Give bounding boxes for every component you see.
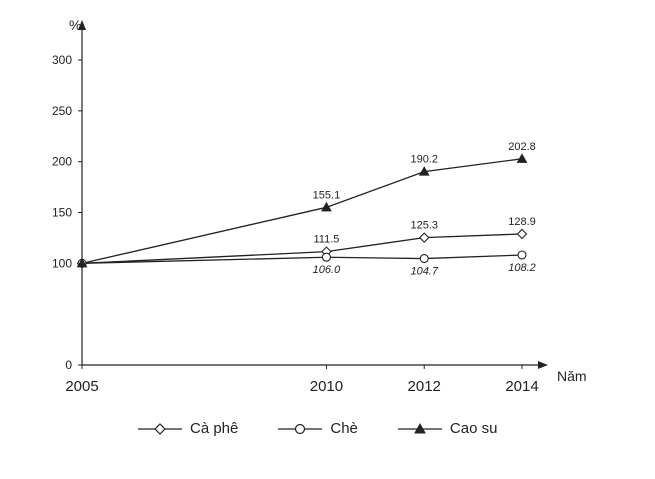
- diamond-marker-icon: [138, 422, 182, 435]
- data-point-triangle: [321, 201, 332, 212]
- y-tick-label: 100: [52, 256, 72, 270]
- data-label: 125.3: [410, 220, 438, 232]
- data-point-diamond: [516, 228, 528, 240]
- data-label: 108.2: [508, 262, 536, 274]
- x-tick-label: 2014: [505, 378, 538, 395]
- data-label: 106.0: [313, 264, 341, 276]
- data-label: 104.7: [410, 266, 438, 278]
- data-label: 111.5: [313, 234, 339, 246]
- y-tick-label: 0: [65, 358, 72, 372]
- legend-label: Chè: [330, 420, 358, 437]
- y-axis-arrow-icon: [78, 20, 86, 30]
- series-line-1: [81, 233, 523, 264]
- y-tick-label: 200: [52, 155, 72, 169]
- x-tick-label: 2012: [408, 378, 441, 395]
- triangle-marker-icon: [397, 422, 442, 433]
- data-point-triangle: [76, 257, 88, 268]
- legend-item-cao-su: Cao su: [397, 420, 498, 437]
- circle-marker-icon: [278, 423, 323, 434]
- x-tick-label: 2010: [310, 378, 343, 395]
- data-label: 190.2: [410, 154, 438, 166]
- data-point-circle: [517, 250, 527, 260]
- data-point-circle: [419, 254, 429, 264]
- data-point-circle: [321, 252, 331, 262]
- x-axis-arrow-icon: [538, 361, 548, 369]
- data-label: 155.1: [313, 189, 341, 201]
- y-tick-label: 150: [52, 206, 72, 220]
- data-point-triangle: [516, 153, 528, 163]
- y-axis-unit-label: %: [69, 17, 81, 33]
- legend-item-ca-phe: Cà phê: [138, 420, 238, 437]
- data-point-diamond: [418, 232, 430, 243]
- series-line-3: [81, 158, 523, 264]
- y-tick-label: 300: [52, 53, 72, 67]
- legend-label: Cà phê: [190, 420, 239, 437]
- series-line-2: [81, 254, 523, 264]
- data-label: 202.8: [508, 141, 536, 153]
- data-point-triangle: [418, 166, 430, 176]
- legend: Cà phê Chè Cao su: [138, 420, 497, 437]
- data-label: 128.9: [508, 216, 536, 228]
- x-axis-unit-label: Năm: [557, 368, 587, 384]
- legend-label: Cao su: [449, 420, 498, 437]
- y-tick-label: 250: [52, 104, 72, 118]
- legend-item-che: Chè: [278, 420, 358, 437]
- line-chart: % Năm 0 100 150 200 250 300 2005 2010 2012 2014 11…: [52, 17, 587, 395]
- x-tick-label: 2005: [65, 378, 98, 395]
